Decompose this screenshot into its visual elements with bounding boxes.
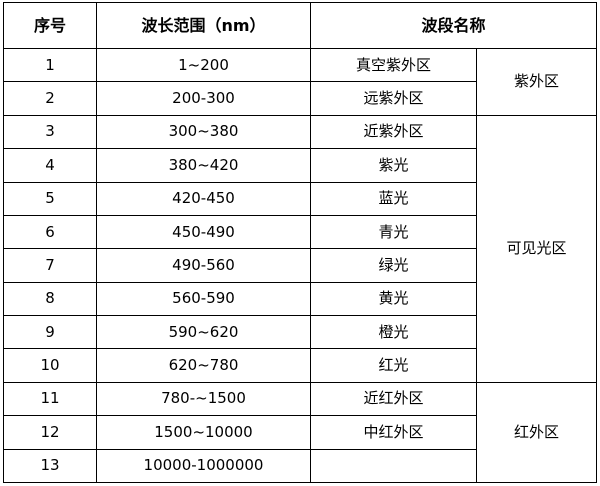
cell-range: 300~380 [96,114,311,150]
cell-seq: 10 [3,348,97,383]
cell-name: 黄光 [310,281,477,317]
table-row: 2 200-300 远紫外区 [3,81,597,116]
table-row: 1 1~200 真空紫外区 紫外区 [3,47,598,116]
table-row: 13 10000-1000000 [3,448,597,483]
cell-range: 10000-1000000 [96,448,311,483]
cell-seq: 2 [3,81,97,116]
region-visible: 可见光区 [475,114,598,383]
cell-name: 红光 [310,348,477,383]
cell-name: 蓝光 [310,181,477,216]
cell-range: 560-590 [96,281,311,317]
cell-seq: 9 [3,314,97,350]
cell-name [310,448,477,483]
cell-seq: 5 [3,181,97,216]
cell-range: 420-450 [96,181,311,216]
cell-range: 1500~10000 [96,415,311,450]
cell-name: 近红外区 [310,381,477,417]
header-seq: 序号 [3,2,97,49]
cell-name: 近紫外区 [310,114,477,150]
cell-seq: 7 [3,248,97,283]
cell-range: 380~420 [96,148,311,183]
table-row: 9 590~620 橙光 [3,314,597,350]
cell-name: 紫光 [310,148,477,183]
header-row: 序号 波长范围（nm） 波段名称 [3,2,598,49]
cell-range: 590~620 [96,314,311,350]
cell-name: 橙光 [310,314,477,350]
cell-name: 真空紫外区 [310,47,477,83]
cell-seq: 4 [3,148,97,183]
cell-seq: 13 [3,448,97,483]
table-row: 4 380~420 紫光 [3,148,597,183]
cell-name: 青光 [310,214,477,250]
table-row: 6 450-490 青光 [3,214,597,250]
table-row: 3 300~380 近紫外区 可见光区 [3,114,598,383]
region-ir: 红外区 [475,381,598,484]
region-uv: 紫外区 [475,48,598,116]
cell-seq: 8 [3,281,97,317]
cell-seq: 1 [3,47,97,83]
cell-name: 中红外区 [310,415,477,450]
cell-range: 490-560 [96,248,311,283]
cell-range: 1~200 [96,47,311,83]
header-range: 波长范围（nm） [96,2,311,49]
cell-seq: 11 [3,381,97,417]
cell-seq: 3 [3,114,97,150]
wavelength-table: 序号 波长范围（nm） 波段名称 1 1~200 真空紫外区 紫外区 2 200… [3,2,598,484]
cell-seq: 6 [3,214,97,250]
table-row: 11 780-~1500 近红外区 红外区 [3,381,598,484]
table-row: 7 490-560 绿光 [3,248,597,283]
cell-range: 200-300 [96,81,311,116]
cell-seq: 12 [3,415,97,450]
cell-range: 450-490 [96,214,311,250]
cell-name: 绿光 [310,248,477,283]
cell-range: 780-~1500 [96,381,311,417]
table-row: 12 1500~10000 中红外区 [3,415,597,450]
header-name: 波段名称 [309,2,598,49]
cell-name: 远紫外区 [310,81,477,116]
cell-range: 620~780 [96,348,311,383]
